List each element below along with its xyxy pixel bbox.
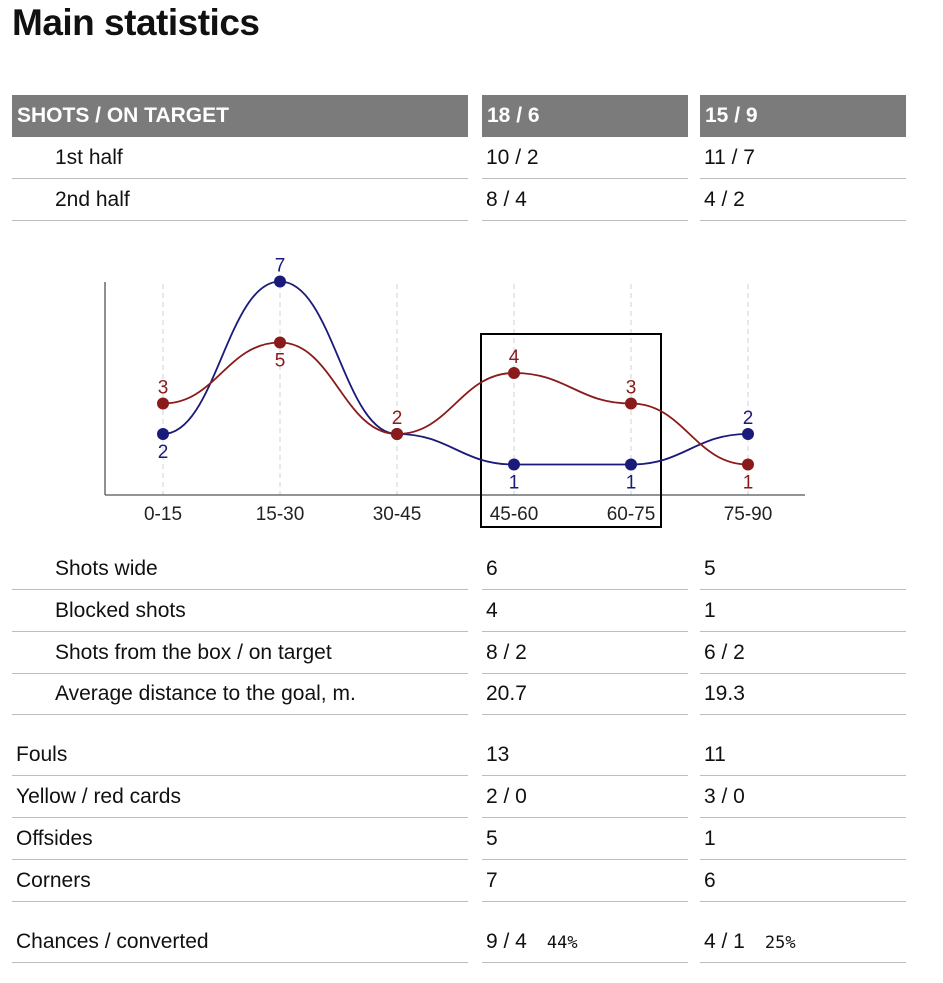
series-1-point-75-90 bbox=[742, 458, 754, 471]
shots-header-row: SHOTS / ON TARGET 18 / 6 15 / 9 bbox=[0, 95, 943, 137]
row-team2: 6 bbox=[700, 860, 906, 902]
row-team2: 1 bbox=[700, 590, 906, 632]
series-1-label-45-60: 4 bbox=[509, 347, 520, 368]
row-team1: 20.7 bbox=[482, 673, 688, 715]
table-row: Blocked shots 4 1 bbox=[0, 590, 943, 632]
row-team1: 10 / 2 bbox=[482, 137, 688, 179]
shots-by-period-chart: 0-15 15-30 30-45 45-60 60-75 75-90 2 7 1 1 2 3 5 2 4 3 1 bbox=[104, 256, 805, 528]
row-team1: 8 / 4 bbox=[482, 179, 688, 221]
table-row: Corners 7 6 bbox=[0, 860, 943, 902]
series-0-point-75-90 bbox=[742, 428, 754, 440]
series-1-point-15-30 bbox=[274, 336, 286, 349]
shots-header-label: SHOTS / ON TARGET bbox=[12, 95, 468, 137]
series-0-label-15-30: 7 bbox=[275, 256, 286, 277]
row-team1: 8 / 2 bbox=[482, 632, 688, 674]
row-team2: 4 / 2 bbox=[700, 179, 906, 221]
chances-team1-value: 9 / 4 bbox=[486, 930, 527, 953]
row-label: Yellow / red cards bbox=[12, 776, 468, 818]
row-team1: 4 bbox=[482, 590, 688, 632]
shots-header-team1: 18 / 6 bbox=[482, 95, 688, 137]
series-1-label-30-45: 2 bbox=[392, 408, 403, 429]
shots-header-team2: 15 / 9 bbox=[700, 95, 906, 137]
x-tick-label-15-30: 15-30 bbox=[256, 504, 305, 525]
row-team2: 3 / 0 bbox=[700, 776, 906, 818]
series-1-point-0-15 bbox=[157, 397, 169, 410]
table-row: Yellow / red cards 2 / 0 3 / 0 bbox=[0, 776, 943, 818]
series-0-point-60-75 bbox=[625, 458, 637, 471]
row-team2: 11 bbox=[700, 734, 906, 776]
row-label: Shots from the box / on target bbox=[12, 632, 468, 674]
table-row: 1st half 10 / 2 11 / 7 bbox=[0, 137, 943, 179]
x-tick-label-60-75: 60-75 bbox=[607, 504, 656, 525]
row-team1: 13 bbox=[482, 734, 688, 776]
row-label: Fouls bbox=[12, 734, 468, 776]
row-team1: 6 bbox=[482, 548, 688, 590]
row-team2: 5 bbox=[700, 548, 906, 590]
series-1-point-60-75 bbox=[625, 397, 637, 410]
series-0-point-0-15 bbox=[157, 428, 169, 440]
row-team1: 2 / 0 bbox=[482, 776, 688, 818]
series-1-point-45-60 bbox=[508, 367, 520, 379]
series-1-point-30-45 bbox=[391, 428, 403, 440]
x-tick-label-75-90: 75-90 bbox=[724, 504, 773, 525]
highlight-box bbox=[480, 333, 662, 528]
x-tick-label-45-60: 45-60 bbox=[490, 504, 539, 525]
series-0-point-45-60 bbox=[508, 458, 520, 471]
row-label: Blocked shots bbox=[12, 590, 468, 632]
row-label: 1st half bbox=[12, 137, 468, 179]
chances-team2: 4 / 1 25% bbox=[700, 921, 906, 963]
chances-team1-pct: 44% bbox=[546, 933, 578, 953]
row-team2: 11 / 7 bbox=[700, 137, 906, 179]
series-0-label-60-75: 1 bbox=[626, 473, 637, 494]
series-1-line bbox=[162, 341, 749, 466]
table-row: Shots from the box / on target 8 / 2 6 /… bbox=[0, 632, 943, 674]
chances-row: Chances / converted 9 / 4 44% 4 / 1 25% bbox=[0, 921, 943, 963]
table-row: Fouls 13 11 bbox=[0, 734, 943, 776]
row-team2: 6 / 2 bbox=[700, 632, 906, 674]
series-1-label-15-30: 5 bbox=[275, 351, 286, 372]
chances-team1: 9 / 4 44% bbox=[482, 921, 688, 963]
row-team2: 19.3 bbox=[700, 673, 906, 715]
page-title: Main statistics bbox=[12, 2, 260, 43]
table-row: 2nd half 8 / 4 4 / 2 bbox=[0, 179, 943, 221]
row-label: Chances / converted bbox=[12, 921, 468, 963]
series-1-label-75-90: 1 bbox=[743, 473, 754, 494]
table-row: Average distance to the goal, m. 20.7 19… bbox=[0, 673, 943, 715]
table-row: Offsides 5 1 bbox=[0, 818, 943, 860]
series-0-label-75-90: 2 bbox=[743, 408, 754, 429]
row-label: 2nd half bbox=[12, 179, 468, 221]
x-tick-label-0-15: 0-15 bbox=[144, 504, 182, 525]
x-tick-label-30-45: 30-45 bbox=[373, 504, 422, 525]
chances-team2-pct: 25% bbox=[764, 933, 796, 953]
row-team1: 5 bbox=[482, 818, 688, 860]
row-label: Corners bbox=[12, 860, 468, 902]
series-0-label-0-15: 2 bbox=[158, 442, 169, 463]
series-1-label-0-15: 3 bbox=[158, 378, 169, 399]
series-0-point-15-30 bbox=[274, 275, 286, 288]
table-row: Shots wide 6 5 bbox=[0, 548, 943, 590]
series-1-label-60-75: 3 bbox=[626, 378, 637, 399]
series-0-label-45-60: 1 bbox=[509, 473, 520, 494]
row-label: Offsides bbox=[12, 818, 468, 860]
row-label: Shots wide bbox=[12, 548, 468, 590]
row-team2: 1 bbox=[700, 818, 906, 860]
row-team1: 7 bbox=[482, 860, 688, 902]
row-label: Average distance to the goal, m. bbox=[12, 673, 468, 715]
chances-team2-value: 4 / 1 bbox=[704, 930, 745, 953]
